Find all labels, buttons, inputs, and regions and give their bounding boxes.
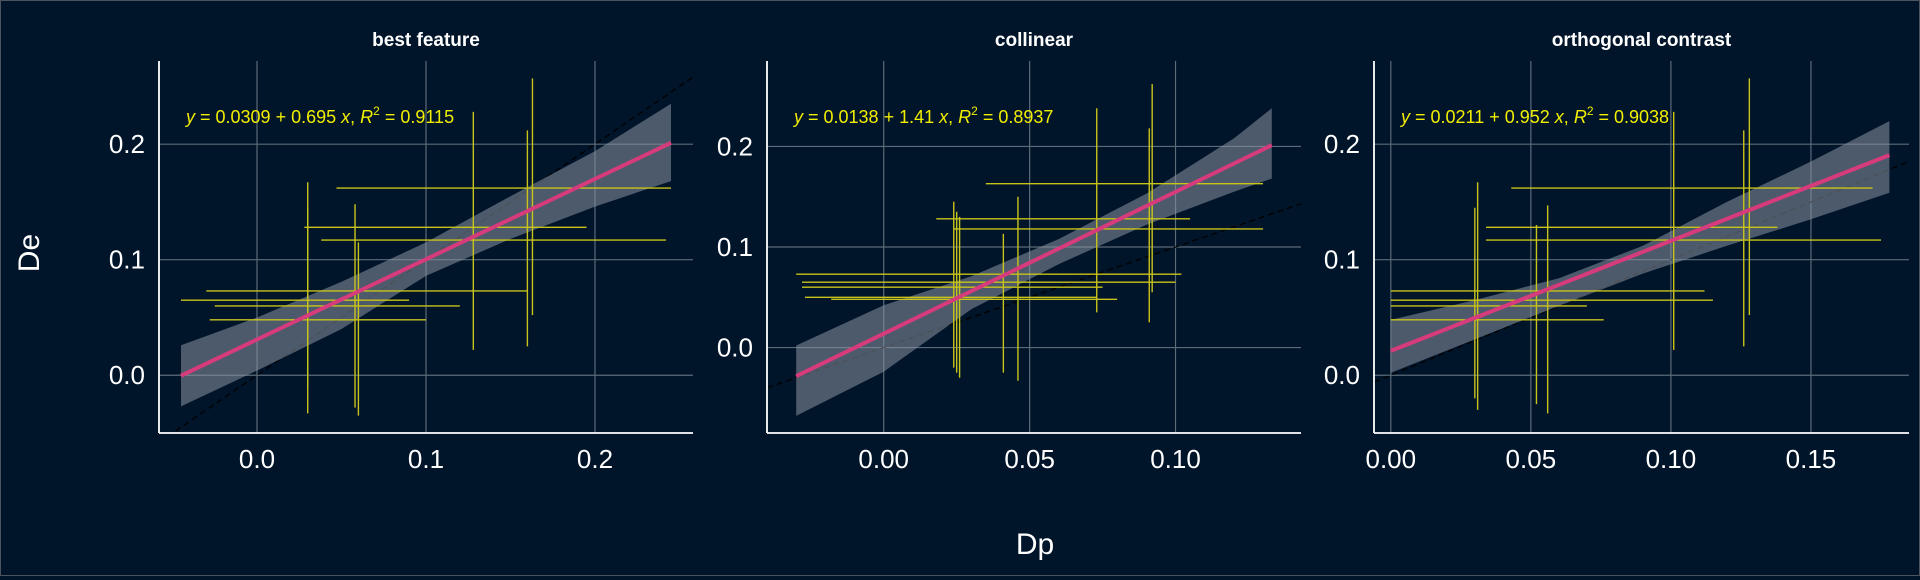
x-axis-title: Dp (1016, 528, 1054, 561)
y-axis-title: De (13, 234, 46, 272)
x-tick-label: 0.05 (1506, 444, 1557, 474)
y-tick-label: 0.0 (717, 333, 753, 363)
facet-panel-1: 0.0 0.1 0.2 0.0 0.1 0.2 best feature y = 0.0309… (109, 30, 693, 474)
facet-panel-3: 0.00 0.05 0.10 0.15 0.0 0.1 0.2 orthogonal cont… (1324, 30, 1909, 474)
y-tick-label: 0.0 (109, 360, 145, 390)
x-tick-label: 0.00 (858, 444, 909, 474)
x-tick-label: 0.10 (1646, 444, 1697, 474)
x-tick-label: 0.05 (1004, 444, 1055, 474)
y-tick-label: 0.2 (1324, 129, 1360, 159)
confidence-ribbon (1390, 121, 1890, 373)
regression-equation: y = 0.0138 + 1.41 x, R2 = 0.8937 (792, 104, 1053, 127)
facet-title: collinear (995, 30, 1074, 51)
y-tick-label: 0.1 (717, 232, 753, 262)
y-tick-label: 0.0 (1324, 360, 1360, 390)
regression-line (795, 143, 1273, 378)
plot-area (767, 84, 1301, 416)
y-tick-label: 0.1 (1324, 245, 1360, 275)
y-tick-label: 0.1 (109, 245, 145, 275)
y-tick-label: 0.2 (717, 131, 753, 161)
facet-title: best feature (372, 30, 480, 51)
y-tick-label: 0.2 (109, 129, 145, 159)
confidence-ribbon (181, 103, 671, 407)
regression-equation: y = 0.0309 + 0.695 x, R2 = 0.9115 (184, 104, 454, 127)
regression-line (180, 141, 672, 378)
facet-title: orthogonal contrast (1552, 30, 1732, 51)
x-tick-label: 0.2 (577, 444, 613, 474)
regression-line (1390, 153, 1891, 353)
plot-area (1374, 78, 1909, 414)
x-tick-label: 0.1 (408, 444, 444, 474)
regression-equation: y = 0.0211 + 0.952 x, R2 = 0.9038 (1399, 104, 1669, 127)
facet-panel-2: 0.00 0.05 0.10 0.0 0.1 0.2 collinear y = 0.0138… (717, 30, 1301, 474)
plot-area (171, 76, 693, 433)
x-tick-label: 0.00 (1366, 444, 1417, 474)
x-tick-label: 0.0 (239, 444, 275, 474)
x-tick-label: 0.15 (1786, 444, 1837, 474)
x-tick-label: 0.10 (1150, 444, 1201, 474)
